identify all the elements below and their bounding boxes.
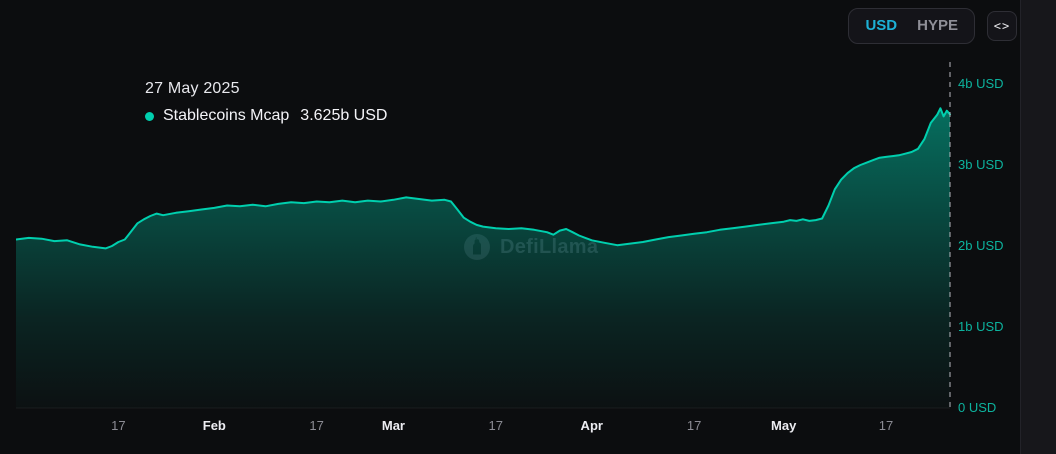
currency-option-hype[interactable]: HYPE <box>917 17 958 34</box>
y-axis-label: 2b USD <box>958 238 1004 253</box>
y-axis-label: 4b USD <box>958 76 1004 91</box>
x-axis-label: 17 <box>111 418 126 433</box>
tooltip-series-row: Stablecoins Mcap 3.625b USD <box>145 107 387 125</box>
x-axis-label: Apr <box>580 418 603 433</box>
stablecoins-mcap-area-chart[interactable] <box>16 58 956 414</box>
x-axis-label: 17 <box>309 418 324 433</box>
y-axis-label: 0 USD <box>958 400 997 415</box>
embed-button[interactable]: <> <box>987 11 1017 41</box>
tooltip-date: 27 May 2025 <box>145 80 240 97</box>
x-axis-label: Mar <box>381 418 405 433</box>
area-fill <box>16 108 950 409</box>
series-marker-dot <box>145 111 154 121</box>
currency-option-usd[interactable]: USD <box>865 17 898 34</box>
side-panel-edge <box>1020 0 1056 454</box>
y-axis-label: 1b USD <box>958 319 1004 334</box>
y-axis-label: 3b USD <box>958 157 1004 172</box>
x-axis: 17 Feb 17 Mar 17 Apr 17 May 17 <box>0 417 1021 439</box>
currency-toggle: USD HYPE <box>848 8 975 44</box>
x-axis-label: May <box>771 418 797 433</box>
chart-panel: USD HYPE <> 27 May 2025 Stablecoins Mcap… <box>0 8 1021 439</box>
chart-controls: USD HYPE <> <box>848 8 1017 44</box>
chart-tooltip: 27 May 2025 Stablecoins Mcap 3.625b USD <box>145 80 387 125</box>
embed-icon: <> <box>993 19 1011 33</box>
x-axis-label: Feb <box>202 418 226 433</box>
x-axis-label: 17 <box>488 418 504 433</box>
tooltip-value: 3.625b USD <box>300 107 388 124</box>
y-axis: 4b USD 3b USD 2b USD 1b USD 0 USD <box>958 0 1020 454</box>
tooltip-series-name: Stablecoins Mcap <box>163 107 290 124</box>
series-line <box>16 107 951 250</box>
x-axis-label: 17 <box>686 418 702 433</box>
x-axis-label: 17 <box>878 418 894 433</box>
